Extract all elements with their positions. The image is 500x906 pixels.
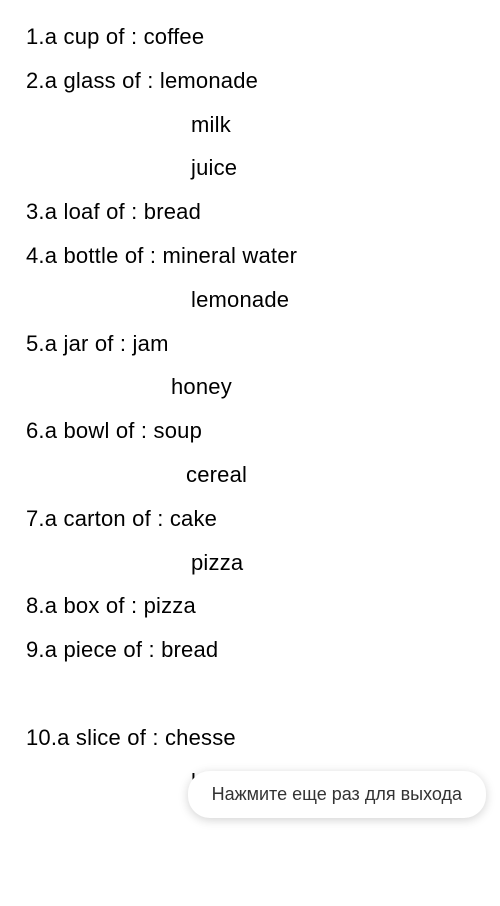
- list-item: 2.a glass of : lemonade: [26, 66, 480, 97]
- list-item: 7.a carton of : cake: [26, 504, 480, 535]
- document-content: 1.a cup of : coffee 2.a glass of : lemon…: [0, 0, 500, 831]
- list-subitem: lemonade: [26, 285, 480, 316]
- list-item: 4.a bottle of : mineral water: [26, 241, 480, 272]
- list-item: 3.a loaf of : bread: [26, 197, 480, 228]
- list-subitem: honey: [26, 372, 480, 403]
- list-item: 10.a slice of : chesse: [26, 723, 480, 754]
- list-subitem: juice: [26, 153, 480, 184]
- list-item: 8.a box of : pizza: [26, 591, 480, 622]
- list-subitem: pizza: [26, 548, 480, 579]
- toast-text: Нажмите еще раз для выхода: [212, 784, 462, 804]
- list-item: 6.a bowl of : soup: [26, 416, 480, 447]
- list-item: 5.a jar of : jam: [26, 329, 480, 360]
- list-subitem: milk: [26, 110, 480, 141]
- list-subitem: cereal: [26, 460, 480, 491]
- exit-toast: Нажмите еще раз для выхода: [188, 771, 486, 818]
- list-item: 9.a piece of : bread: [26, 635, 480, 666]
- list-item: 1.a cup of : coffee: [26, 22, 480, 53]
